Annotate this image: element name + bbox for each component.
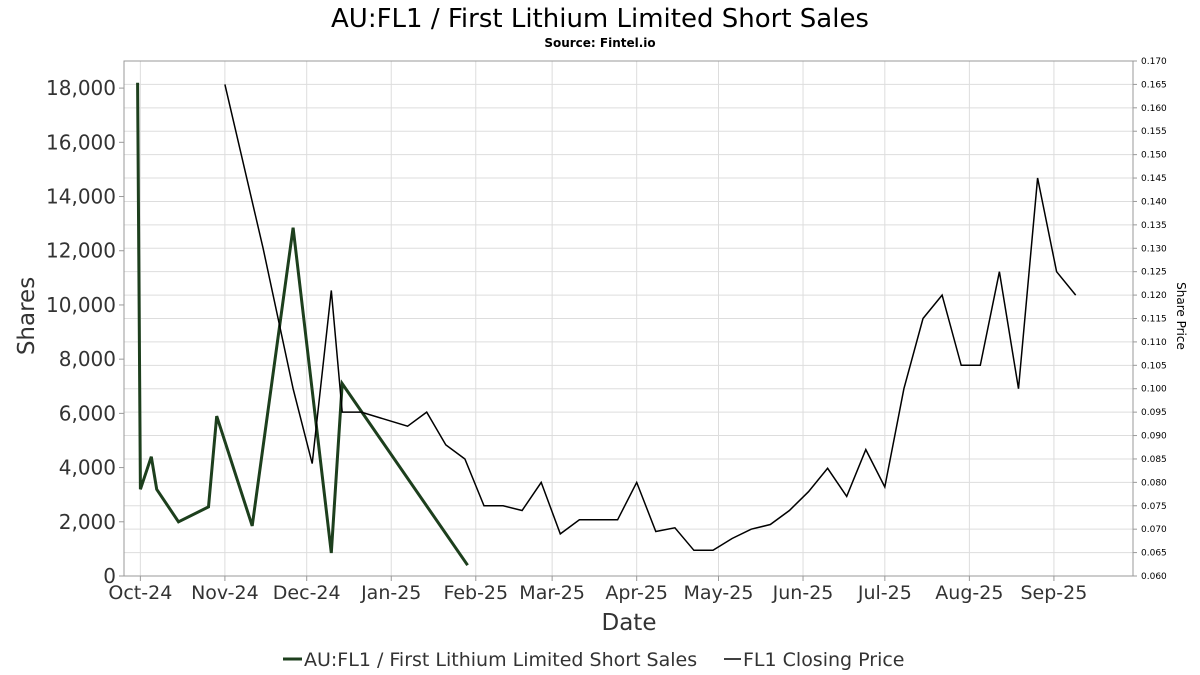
x-tick-label: Jan-25 <box>360 582 421 604</box>
series-line-short-sales <box>136 82 469 567</box>
y2-tick-label: 0.100 <box>1141 385 1167 395</box>
y-tick-label: 18,000 <box>46 76 116 100</box>
y2-tick-label: 0.095 <box>1141 408 1167 418</box>
x-tick-label: Dec-24 <box>273 582 341 604</box>
x-tick-label: Jul-25 <box>857 582 912 604</box>
series-line-closing-price <box>224 84 1077 552</box>
y2-tick-label: 0.080 <box>1141 478 1167 488</box>
y2-tick-label: 0.060 <box>1141 572 1167 582</box>
y2-tick-label: 0.125 <box>1141 268 1167 278</box>
y-tick-label: 16,000 <box>46 130 116 154</box>
legend-label-closing-price: FL1 Closing Price <box>743 649 904 671</box>
x-axis-label: Date <box>602 610 657 636</box>
y2-tick-label: 0.065 <box>1141 549 1167 559</box>
y-tick-label: 10,000 <box>46 293 116 317</box>
y2-tick-label: 0.150 <box>1141 151 1167 161</box>
x-tick-label: Mar-25 <box>519 582 585 604</box>
chart-title: AU:FL1 / First Lithium Limited Short Sal… <box>331 4 869 34</box>
y2-tick-label: 0.155 <box>1141 127 1167 137</box>
y2-tick-label: 0.090 <box>1141 432 1167 442</box>
x-tick-label: Feb-25 <box>443 582 508 604</box>
y2-tick-label: 0.085 <box>1141 455 1167 465</box>
y2-tick-label: 0.070 <box>1141 525 1167 535</box>
y-tick-label: 12,000 <box>46 239 116 263</box>
y2-tick-label: 0.140 <box>1141 197 1167 207</box>
y2-tick-label: 0.145 <box>1141 174 1167 184</box>
x-tick-label: Apr-25 <box>605 582 668 604</box>
legend-label-short-sales: AU:FL1 / First Lithium Limited Short Sal… <box>304 649 697 671</box>
y2-tick-label: 0.160 <box>1141 104 1167 114</box>
y-tick-label: 8,000 <box>59 347 116 371</box>
y2-tick-label: 0.130 <box>1141 244 1167 254</box>
y-axis-label: Shares <box>14 277 40 355</box>
y2-tick-label: 0.075 <box>1141 502 1167 512</box>
y2-tick-label: 0.135 <box>1141 221 1167 231</box>
y-tick-label: 2,000 <box>59 510 116 534</box>
right-axis-ticks: 0.060 0.065 0.070 0.075 0.080 0.085 0.090 0.095… <box>1133 57 1167 582</box>
x-tick-label: Jun-25 <box>772 582 834 604</box>
y-tick-label: 4,000 <box>59 456 116 480</box>
x-tick-label: Sep-25 <box>1020 582 1087 604</box>
series <box>136 82 1077 567</box>
legend: AU:FL1 / First Lithium Limited Short Sal… <box>283 649 904 671</box>
y2-axis-label: Share Price <box>1174 282 1188 350</box>
y2-tick-label: 0.115 <box>1141 315 1167 325</box>
x-tick-label: Oct-24 <box>108 582 172 604</box>
left-axis-ticks: 0 2,000 4,000 6,000 8,000 10,000 12,000 14,000 1… <box>46 76 124 588</box>
y-tick-label: 14,000 <box>46 185 116 209</box>
y2-tick-label: 0.165 <box>1141 80 1167 90</box>
chart-subtitle: Source: Fintel.io <box>544 36 655 50</box>
y2-tick-label: 0.110 <box>1141 338 1167 348</box>
y-tick-label: 0 <box>103 564 116 588</box>
y-tick-label: 6,000 <box>59 401 116 425</box>
y2-tick-label: 0.170 <box>1141 57 1167 67</box>
y2-tick-label: 0.105 <box>1141 361 1167 371</box>
x-axis-ticks: Oct-24 Nov-24 Dec-24 Jan-25 Feb-25 Mar-25 Apr-… <box>108 576 1087 604</box>
x-tick-label: Aug-25 <box>935 582 1003 604</box>
y2-tick-label: 0.120 <box>1141 291 1167 301</box>
x-tick-label: Nov-24 <box>191 582 259 604</box>
x-tick-label: May-25 <box>683 582 753 604</box>
